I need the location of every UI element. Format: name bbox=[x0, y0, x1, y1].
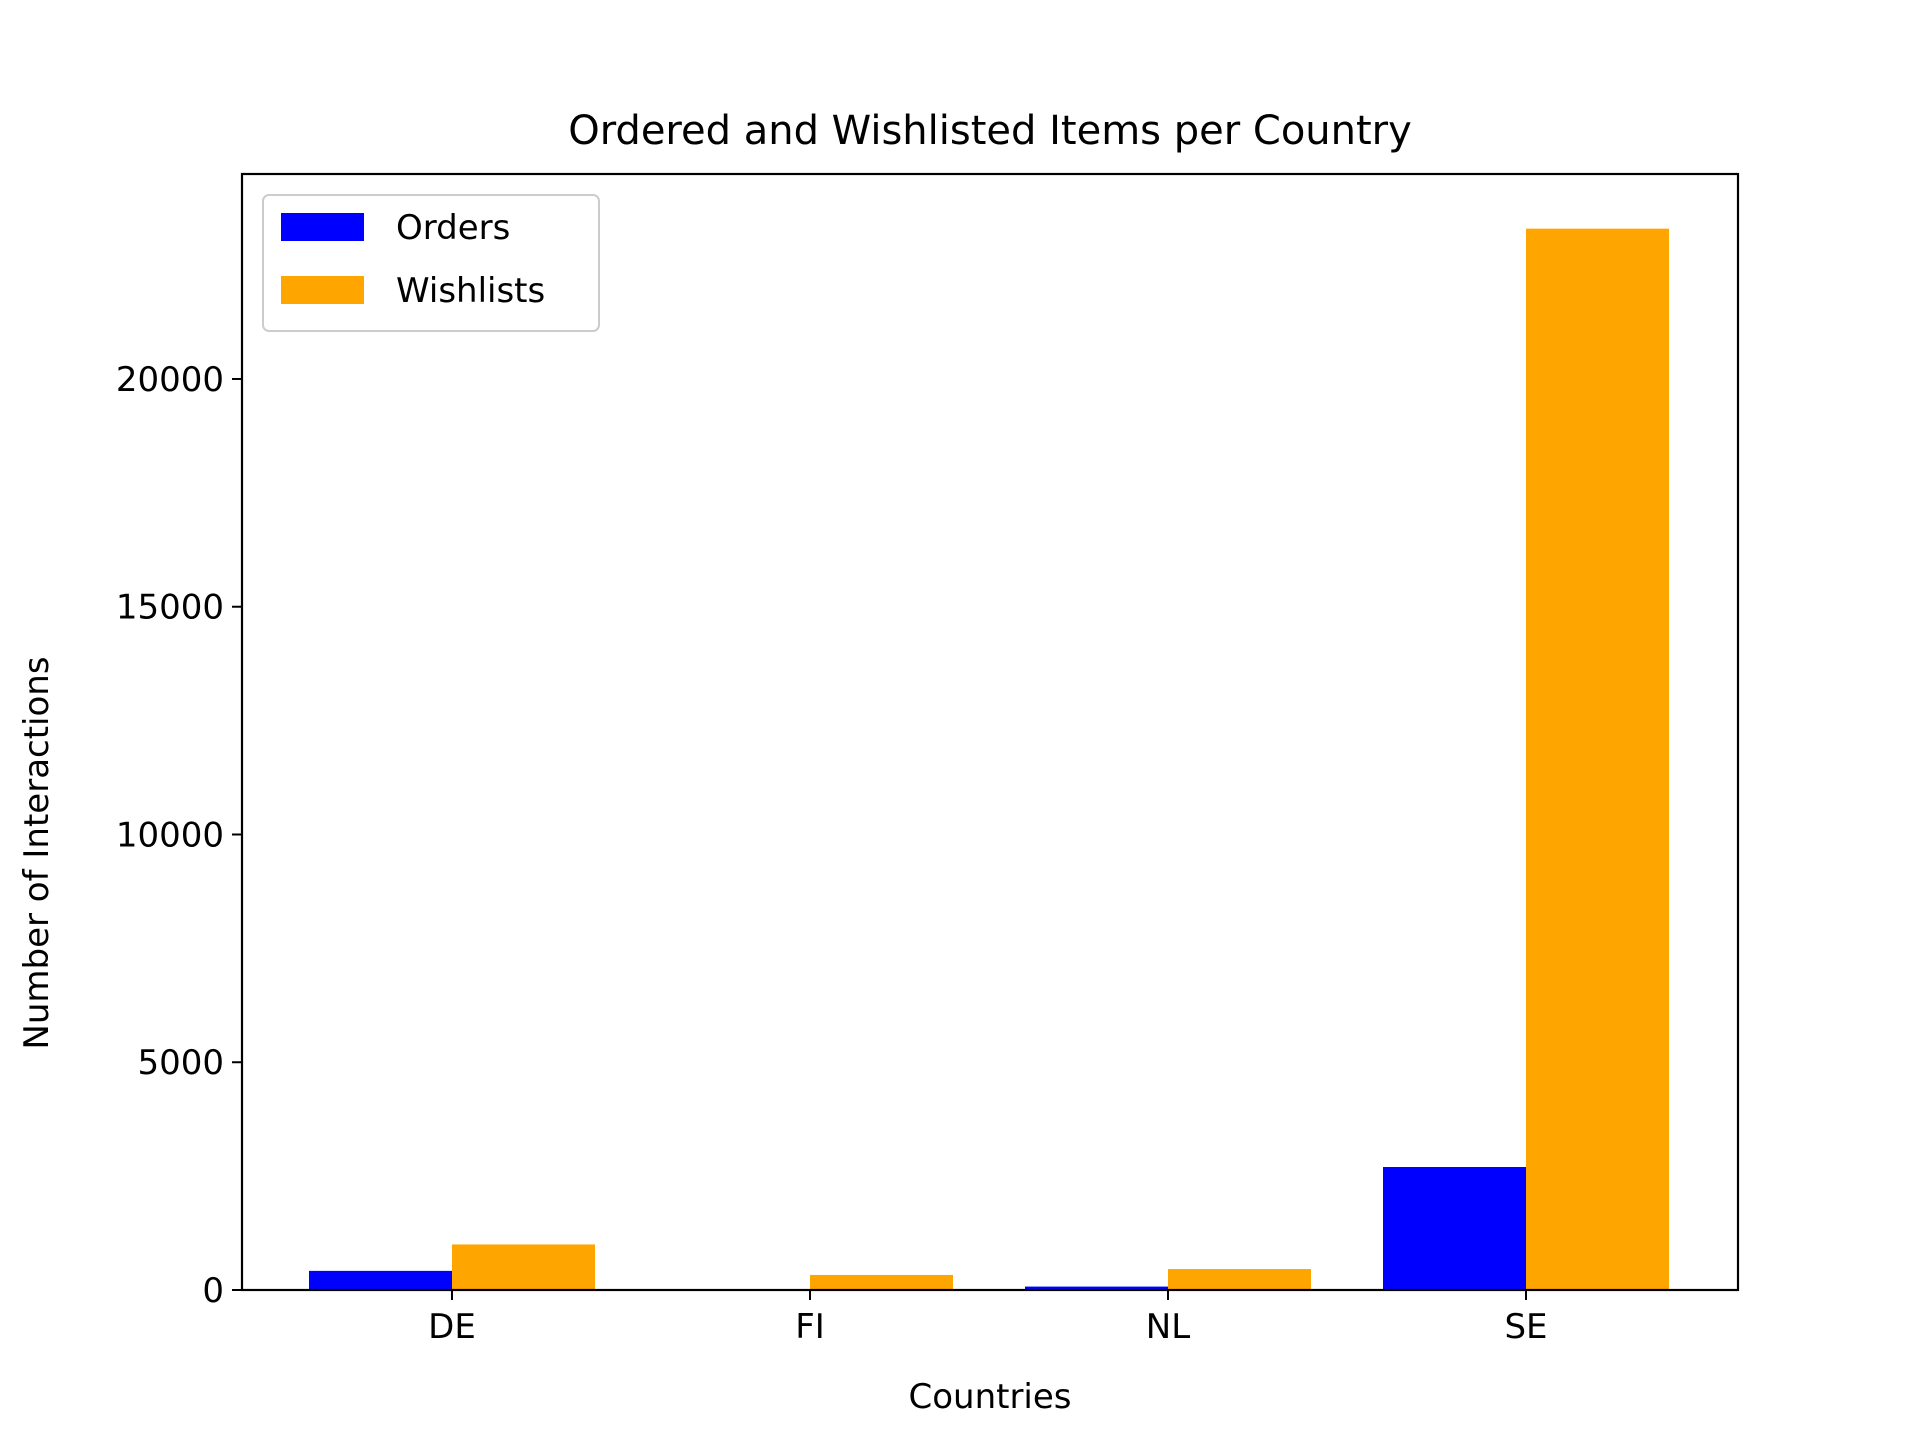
legend-swatch-orders bbox=[281, 213, 364, 241]
y-tick-label: 0 bbox=[202, 1271, 224, 1311]
x-tick-label-de: DE bbox=[428, 1307, 476, 1347]
bar-wishlists-de bbox=[452, 1244, 595, 1290]
x-axis-label: Countries bbox=[908, 1377, 1071, 1417]
legend-label-orders: Orders bbox=[396, 208, 510, 248]
y-tick-label: 10000 bbox=[116, 815, 224, 855]
y-tick-label: 20000 bbox=[116, 360, 224, 400]
x-tick-label-se: SE bbox=[1504, 1307, 1547, 1347]
y-tick-label: 5000 bbox=[137, 1043, 224, 1083]
bar-orders-se bbox=[1383, 1167, 1526, 1290]
legend-swatch-wishlists bbox=[281, 276, 364, 304]
y-tick-label: 15000 bbox=[116, 588, 224, 628]
y-axis-label: Number of Interactions bbox=[17, 656, 57, 1049]
chart-title: Ordered and Wishlisted Items per Country bbox=[568, 108, 1412, 154]
x-tick-label-fi: FI bbox=[795, 1307, 825, 1347]
x-tick-label-nl: NL bbox=[1146, 1307, 1190, 1347]
bar-wishlists-fi bbox=[810, 1275, 953, 1290]
legend-label-wishlists: Wishlists bbox=[396, 271, 545, 311]
legend: Orders Wishlists bbox=[263, 195, 599, 331]
bar-wishlists-nl bbox=[1168, 1269, 1311, 1290]
bar-wishlists-se bbox=[1526, 229, 1669, 1290]
bar-orders-de bbox=[309, 1271, 452, 1290]
